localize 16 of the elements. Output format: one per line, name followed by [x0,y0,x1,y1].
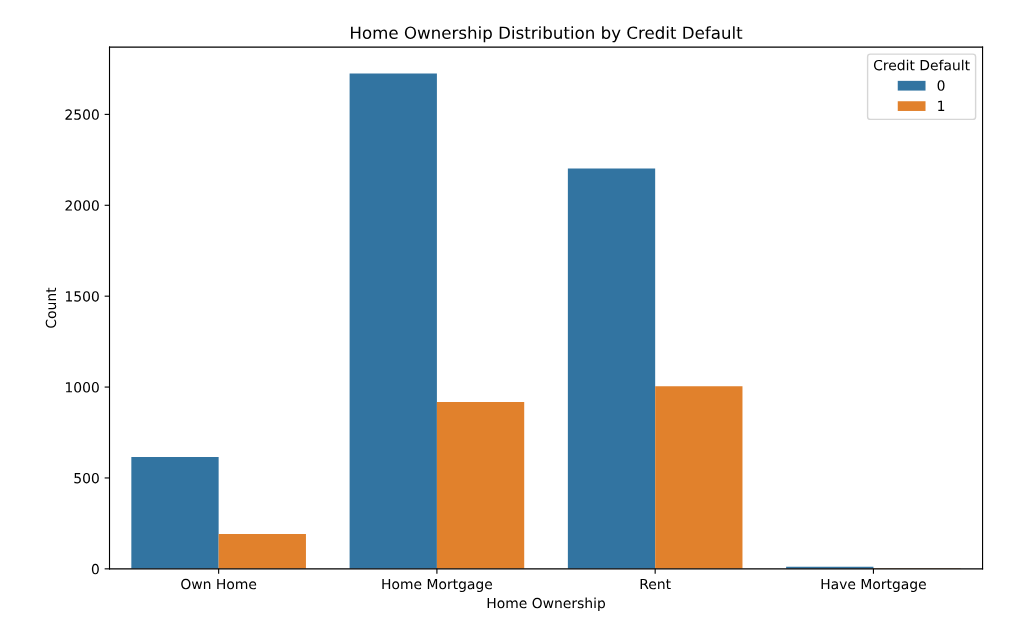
x-tick-label: Have Mortgage [821,578,926,593]
y-tick-label: 2500 [65,109,99,120]
legend-label: 1 [938,100,945,111]
x-tick-label: Rent [640,578,671,590]
legend-label: 0 [937,80,945,91]
x-tick-label: Own Home [181,578,257,590]
y-tick-label: 2000 [65,200,99,211]
chart-title: Home Ownership Distribution by Credit Default [351,26,743,43]
y-tick-label: 1500 [65,291,99,302]
x-tick-label: Home Mortgage [382,578,493,593]
y-tick-label: 1000 [65,382,99,393]
y-tick-label: 500 [74,472,99,484]
x-axis-title: Home Ownership [487,597,606,611]
y-tick-label: 0 [91,563,99,575]
legend-title: Credit Default [873,59,970,71]
y-axis-title: Count [45,287,57,328]
